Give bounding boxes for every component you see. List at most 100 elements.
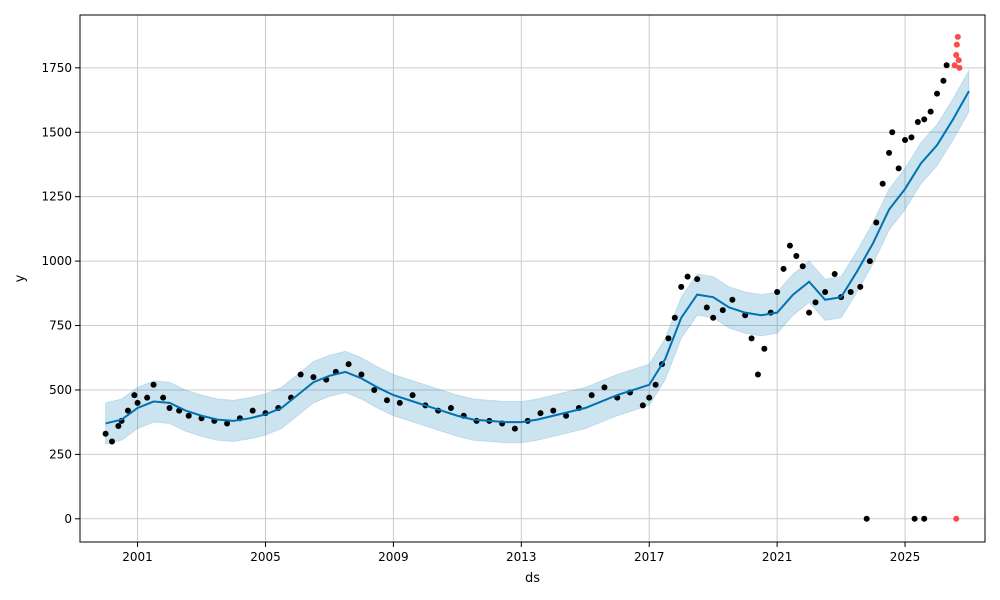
observed-point bbox=[703, 304, 710, 311]
observed-point bbox=[563, 412, 570, 419]
observed-point bbox=[719, 307, 726, 314]
observed-point bbox=[108, 438, 115, 445]
future-point bbox=[955, 57, 962, 64]
observed-point bbox=[639, 402, 646, 409]
observed-point bbox=[383, 397, 390, 404]
observed-point bbox=[297, 371, 304, 378]
observed-point bbox=[102, 430, 109, 437]
observed-point bbox=[345, 361, 352, 368]
observed-point bbox=[166, 404, 173, 411]
y-axis-label: y bbox=[13, 274, 28, 282]
observed-point bbox=[748, 335, 755, 342]
observed-point bbox=[806, 309, 813, 316]
observed-point bbox=[511, 425, 518, 432]
observed-point bbox=[150, 381, 157, 388]
observed-point bbox=[652, 381, 659, 388]
observed-point bbox=[895, 165, 902, 172]
y-tick-label: 1250 bbox=[41, 190, 72, 204]
observed-point bbox=[799, 263, 806, 270]
y-tick-label: 750 bbox=[49, 319, 72, 333]
observed-point bbox=[601, 384, 608, 391]
forecast-line-layer bbox=[105, 90, 970, 425]
observed-point bbox=[866, 258, 873, 265]
observed-point bbox=[371, 386, 378, 393]
x-tick-label: 2017 bbox=[634, 550, 665, 564]
future-point bbox=[953, 515, 960, 522]
observed-point bbox=[873, 219, 880, 226]
observed-point bbox=[822, 289, 829, 296]
x-tick-label: 2021 bbox=[762, 550, 793, 564]
observed-point bbox=[921, 116, 928, 123]
observed-point bbox=[921, 515, 928, 522]
observed-point bbox=[754, 371, 761, 378]
observed-point bbox=[889, 129, 896, 136]
observed-point bbox=[863, 515, 870, 522]
observed-point bbox=[761, 345, 768, 352]
observed-point bbox=[694, 276, 701, 283]
observed-point bbox=[879, 180, 886, 187]
observed-point bbox=[908, 134, 915, 141]
uncertainty-band bbox=[105, 68, 970, 445]
observed-point bbox=[943, 62, 950, 69]
observed-point bbox=[780, 265, 787, 272]
x-axis-ticks: 2001 2005 2009 2013 2017 2021 2025 bbox=[122, 542, 920, 564]
observed-points-layer bbox=[102, 62, 950, 522]
x-tick-label: 2025 bbox=[890, 550, 921, 564]
y-tick-label: 250 bbox=[49, 447, 72, 461]
observed-point bbox=[185, 412, 192, 419]
observed-point bbox=[914, 118, 921, 125]
observed-point bbox=[409, 392, 416, 399]
observed-point bbox=[886, 149, 893, 156]
observed-point bbox=[934, 90, 941, 97]
future-point bbox=[953, 41, 960, 48]
observed-point bbox=[447, 404, 454, 411]
observed-point bbox=[396, 399, 403, 406]
y-tick-label: 1750 bbox=[41, 61, 72, 75]
observed-point bbox=[131, 392, 138, 399]
observed-point bbox=[160, 394, 167, 401]
x-axis-label: ds bbox=[525, 571, 540, 586]
x-tick-label: 2009 bbox=[378, 550, 409, 564]
observed-point bbox=[646, 394, 653, 401]
future-points-layer bbox=[951, 33, 963, 522]
observed-point bbox=[310, 374, 317, 381]
observed-point bbox=[911, 515, 918, 522]
observed-point bbox=[684, 273, 691, 280]
y-tick-label: 1500 bbox=[41, 125, 72, 139]
observed-point bbox=[857, 283, 864, 290]
plot-frame bbox=[79, 14, 986, 543]
observed-point bbox=[678, 283, 685, 290]
forecast-line bbox=[105, 90, 970, 425]
observed-point bbox=[847, 289, 854, 296]
observed-point bbox=[774, 289, 781, 296]
y-tick-label: 500 bbox=[49, 383, 72, 397]
x-tick-label: 2013 bbox=[506, 550, 537, 564]
observed-point bbox=[902, 136, 909, 143]
observed-point bbox=[358, 371, 365, 378]
observed-point bbox=[927, 108, 934, 115]
observed-point bbox=[115, 423, 122, 430]
observed-point bbox=[831, 270, 838, 277]
observed-point bbox=[144, 394, 151, 401]
observed-point bbox=[537, 410, 544, 417]
observed-point bbox=[550, 407, 557, 414]
observed-point bbox=[786, 242, 793, 249]
observed-point bbox=[249, 407, 256, 414]
future-point bbox=[954, 33, 961, 40]
observed-point bbox=[710, 314, 717, 321]
observed-point bbox=[224, 420, 231, 427]
grid-lines bbox=[80, 15, 985, 542]
y-axis-ticks: 0 250 500 750 1000 1250 1500 1750 bbox=[41, 61, 80, 526]
observed-point bbox=[124, 407, 131, 414]
observed-point bbox=[671, 314, 678, 321]
observed-point bbox=[729, 296, 736, 303]
uncertainty-band-layer bbox=[105, 68, 970, 445]
observed-point bbox=[812, 299, 819, 306]
future-point bbox=[956, 64, 963, 71]
observed-point bbox=[588, 392, 595, 399]
future-point bbox=[951, 62, 958, 69]
y-tick-label: 0 bbox=[64, 512, 72, 526]
observed-point bbox=[793, 252, 800, 259]
x-tick-label: 2001 bbox=[122, 550, 153, 564]
